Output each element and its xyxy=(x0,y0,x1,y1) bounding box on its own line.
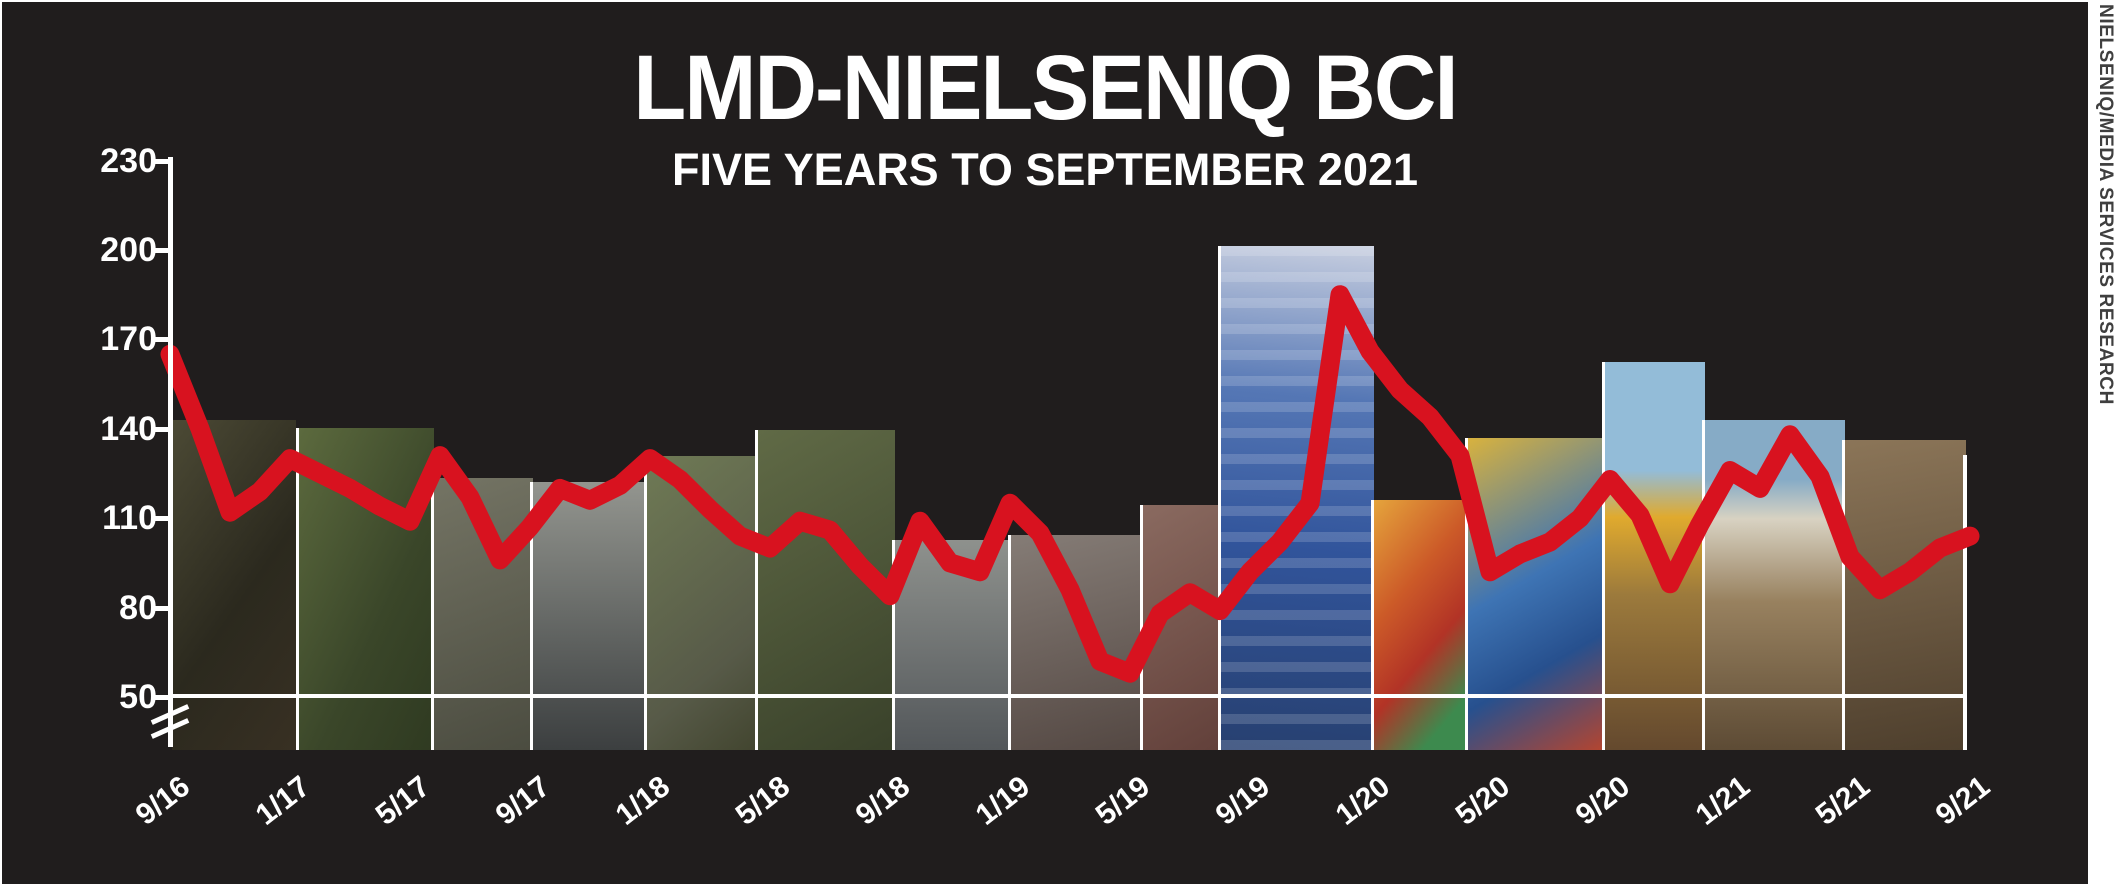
x-tick-label: 5/20 xyxy=(1449,769,1517,832)
photo-crowd-with-national-flag xyxy=(1371,500,1468,750)
x-tick-label: 1/21 xyxy=(1689,769,1757,832)
photo-dockyard xyxy=(1842,440,1966,750)
gridline-50 xyxy=(170,694,1963,698)
x-tick-label: 1/20 xyxy=(1329,769,1397,832)
photo-military-parade xyxy=(892,540,1011,750)
x-tick-label: 9/21 xyxy=(1929,769,1997,832)
y-tick-mark xyxy=(154,516,171,522)
y-axis-line xyxy=(168,157,173,747)
y-tick-label: 140 xyxy=(100,409,157,448)
y-tick-label: 230 xyxy=(100,141,157,180)
y-tick-mark xyxy=(154,426,171,432)
x-tick-label: 5/17 xyxy=(369,769,437,832)
y-tick-label: 200 xyxy=(100,231,157,269)
photo-soldier-with-launcher xyxy=(431,478,533,750)
x-tick-label: 9/20 xyxy=(1569,769,1637,832)
x-tick-label: 1/19 xyxy=(969,769,1037,832)
page-subtitle: FIVE YEARS TO SEPTEMBER 2021 xyxy=(671,144,1419,195)
page-title: LMD-NIELSENIQ BCI xyxy=(633,37,1458,139)
x-tick-label: 5/19 xyxy=(1089,769,1157,832)
x-tick-label: 5/21 xyxy=(1809,769,1877,832)
x-tick-label: 9/19 xyxy=(1209,769,1277,832)
y-tick-label: 80 xyxy=(119,588,157,627)
x-tick-label: 5/18 xyxy=(729,769,797,832)
x-tick-label: 9/16 xyxy=(129,769,197,832)
x-tick-label: 9/17 xyxy=(489,769,557,832)
y-tick-mark xyxy=(154,248,171,253)
y-tick-label: 50 xyxy=(119,678,157,716)
photo-soldiers-marching-bw xyxy=(530,482,647,750)
photo-flag-bearer xyxy=(1465,438,1605,750)
x-tick-label: 9/18 xyxy=(849,769,917,832)
y-tick-mark xyxy=(154,158,171,164)
y-tick-label: 110 xyxy=(102,499,157,538)
y-tick-mark xyxy=(154,337,171,343)
y-tick-label: 170 xyxy=(100,320,157,359)
bci-line xyxy=(160,285,1980,683)
y-tick-mark xyxy=(154,605,171,611)
plot-right-edge-line xyxy=(1963,455,1967,750)
photo-street-crowd xyxy=(1008,535,1143,750)
y-tick-mark xyxy=(154,695,171,700)
x-tick-label: 1/18 xyxy=(609,769,677,832)
x-tick-label: 1/17 xyxy=(249,769,317,832)
credit-text: NIELSENIQ/MEDIA SERVICES RESEARCH xyxy=(2095,4,2116,405)
